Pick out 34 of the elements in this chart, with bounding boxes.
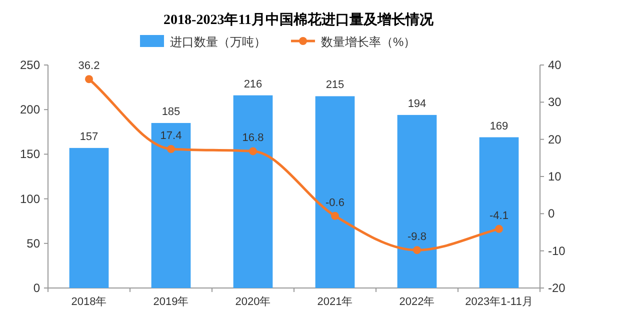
- data-label: -0.6: [326, 196, 344, 209]
- y2-tick-label: 20: [548, 132, 562, 146]
- y-tick-label: 250: [20, 58, 40, 72]
- x-tick-label: 2023年1-11月: [465, 296, 533, 308]
- x-tick-label: 2020年: [235, 296, 271, 308]
- y-tick-label: 50: [26, 236, 40, 250]
- y-tick-label: 200: [20, 102, 40, 117]
- title: 2018-2023年11月中国棉花进口量及增长情况: [164, 13, 434, 28]
- legend-label: 数量增长率（%）: [321, 35, 416, 49]
- data-label: 216: [244, 78, 262, 90]
- x-tick-label: 2021年: [317, 296, 353, 308]
- data-label: 16.8: [242, 132, 264, 144]
- y2-tick-label: -20: [548, 281, 566, 295]
- data-label: 194: [408, 98, 426, 110]
- data-label: -9.8: [408, 231, 426, 244]
- y-tick-label: 0: [33, 281, 40, 295]
- y2-tick-label: -10: [548, 244, 566, 258]
- y2-tick-label: 10: [548, 170, 562, 184]
- legend-label: 进口数量（万吨）: [170, 35, 266, 49]
- data-label: 36.2: [78, 60, 100, 72]
- y-tick-label: 100: [20, 192, 40, 206]
- y2-tick-label: 40: [548, 58, 562, 72]
- y2-tick-label: 30: [548, 95, 562, 110]
- x-tick-label: 2018年: [71, 296, 107, 308]
- data-label: 17.4: [160, 130, 182, 142]
- y2-tick-label: 0: [548, 206, 555, 221]
- data-label: 169: [490, 120, 508, 132]
- data-label: 157: [80, 130, 98, 143]
- data-label: 215: [326, 79, 344, 92]
- data-label: -4.1: [490, 210, 508, 222]
- x-tick-label: 2022年: [399, 296, 435, 308]
- x-tick-label: 2019年: [153, 296, 189, 308]
- y-tick-label: 150: [20, 147, 40, 162]
- data-label: 185: [162, 106, 180, 118]
